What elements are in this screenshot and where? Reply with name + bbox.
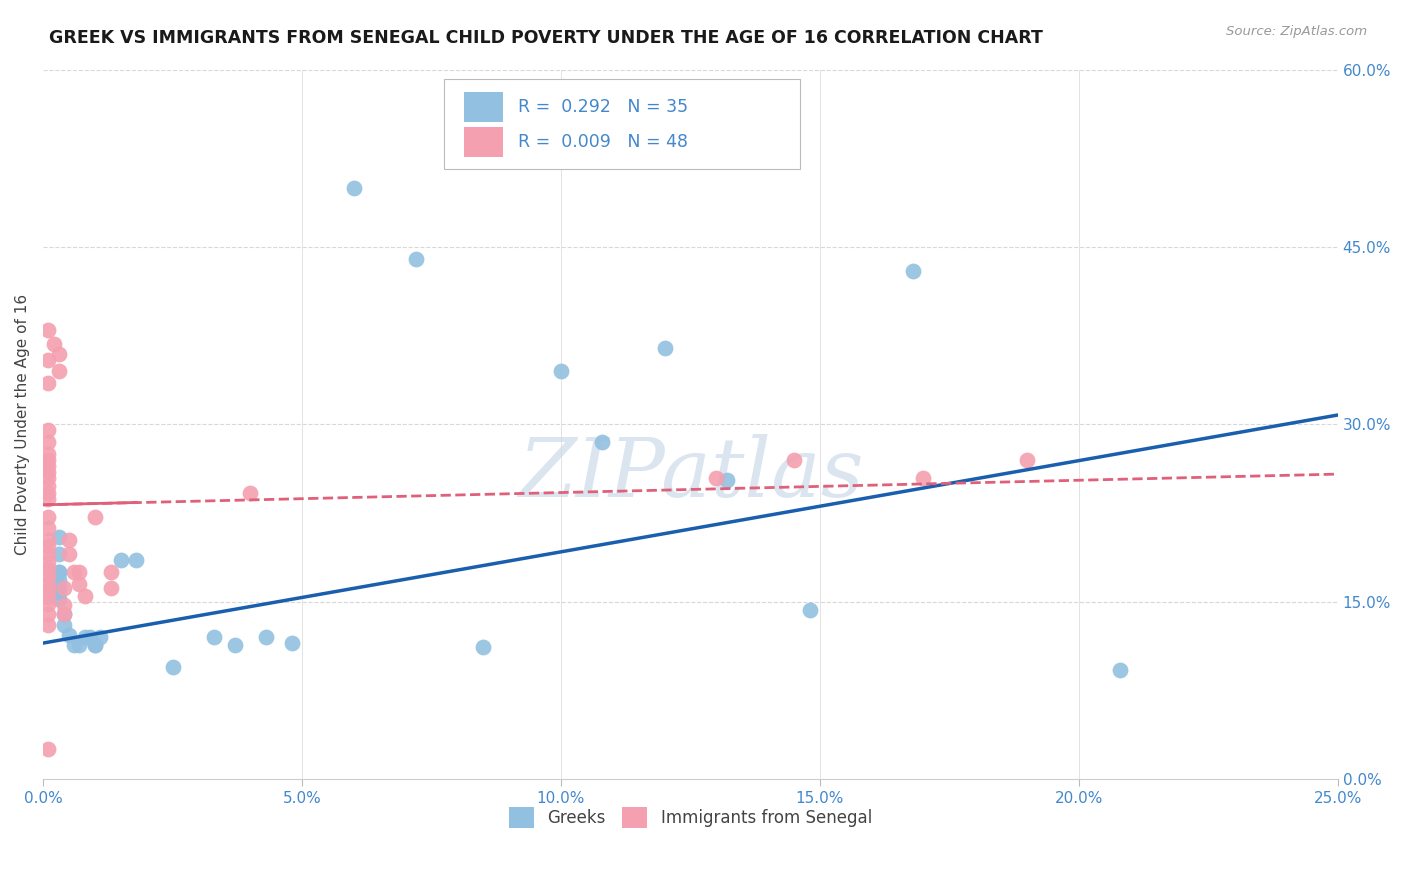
Point <box>37 479 59 493</box>
Legend: Greeks, Immigrants from Senegal: Greeks, Immigrants from Senegal <box>502 801 879 834</box>
Point <box>67 577 90 591</box>
Y-axis label: Child Poverty Under the Age of 16: Child Poverty Under the Age of 16 <box>15 294 30 555</box>
Point <box>37 539 59 553</box>
Point <box>67 639 90 653</box>
Text: GREEK VS IMMIGRANTS FROM SENEGAL CHILD POVERTY UNDER THE AGE OF 16 CORRELATION C: GREEK VS IMMIGRANTS FROM SENEGAL CHILD P… <box>49 29 1043 46</box>
Point <box>37 465 59 479</box>
Point <box>912 470 935 484</box>
Point <box>254 630 277 644</box>
Point <box>37 597 59 611</box>
Point <box>202 630 225 644</box>
Point <box>37 491 59 506</box>
Point <box>37 521 59 535</box>
Point <box>1015 453 1038 467</box>
Point <box>591 435 613 450</box>
Point <box>162 659 184 673</box>
Point <box>716 473 738 487</box>
Point <box>37 509 59 524</box>
Point <box>79 630 101 644</box>
Point <box>110 553 132 567</box>
Point <box>1109 663 1132 677</box>
Point <box>100 565 122 579</box>
Point <box>37 486 59 500</box>
Point <box>37 435 59 450</box>
Point <box>37 561 59 575</box>
Point <box>89 630 111 644</box>
Text: R =  0.292   N = 35: R = 0.292 N = 35 <box>519 98 689 116</box>
Point <box>280 636 302 650</box>
Point <box>63 639 86 653</box>
FancyBboxPatch shape <box>464 92 503 122</box>
Point <box>100 581 122 595</box>
Point <box>52 607 75 621</box>
Point <box>37 352 59 367</box>
Point <box>48 574 70 588</box>
Point <box>550 364 572 378</box>
Point <box>48 364 70 378</box>
Point <box>783 453 806 467</box>
Point <box>704 470 727 484</box>
Point <box>37 376 59 391</box>
Point <box>58 628 80 642</box>
Point <box>52 581 75 595</box>
Point <box>224 639 246 653</box>
Point <box>239 486 262 500</box>
Point <box>37 458 59 473</box>
Point <box>48 579 70 593</box>
Point <box>48 346 70 360</box>
Point <box>37 447 59 461</box>
Point <box>37 742 59 756</box>
Point <box>405 252 427 266</box>
Text: R =  0.009   N = 48: R = 0.009 N = 48 <box>519 134 689 152</box>
Point <box>63 565 86 579</box>
Point <box>48 565 70 579</box>
Point <box>37 555 59 569</box>
Point <box>37 323 59 337</box>
Point <box>799 603 821 617</box>
Point <box>58 548 80 562</box>
Point <box>84 509 107 524</box>
Point <box>42 337 65 351</box>
Point <box>472 640 495 654</box>
Point <box>52 618 75 632</box>
Point <box>48 548 70 562</box>
Point <box>37 590 59 604</box>
Point <box>84 639 107 653</box>
Text: ZIPatlas: ZIPatlas <box>517 434 863 514</box>
Point <box>37 607 59 621</box>
Point <box>901 264 924 278</box>
Point <box>67 565 90 579</box>
Point <box>73 630 96 644</box>
Point <box>48 530 70 544</box>
Point <box>37 618 59 632</box>
FancyBboxPatch shape <box>464 128 503 157</box>
Point <box>37 548 59 562</box>
Point <box>37 424 59 438</box>
Point <box>125 553 148 567</box>
Point <box>84 639 107 653</box>
Point <box>48 592 70 607</box>
Point <box>37 470 59 484</box>
Point <box>58 533 80 548</box>
Point <box>48 565 70 579</box>
Point <box>37 577 59 591</box>
Point <box>52 599 75 613</box>
Point <box>73 589 96 603</box>
Point <box>37 582 59 597</box>
Point <box>37 453 59 467</box>
Point <box>37 533 59 548</box>
Text: Source: ZipAtlas.com: Source: ZipAtlas.com <box>1226 25 1367 38</box>
Point <box>52 607 75 621</box>
Point <box>37 568 59 582</box>
Point <box>654 341 676 355</box>
Point <box>343 181 366 195</box>
Point <box>48 585 70 599</box>
FancyBboxPatch shape <box>444 78 800 169</box>
